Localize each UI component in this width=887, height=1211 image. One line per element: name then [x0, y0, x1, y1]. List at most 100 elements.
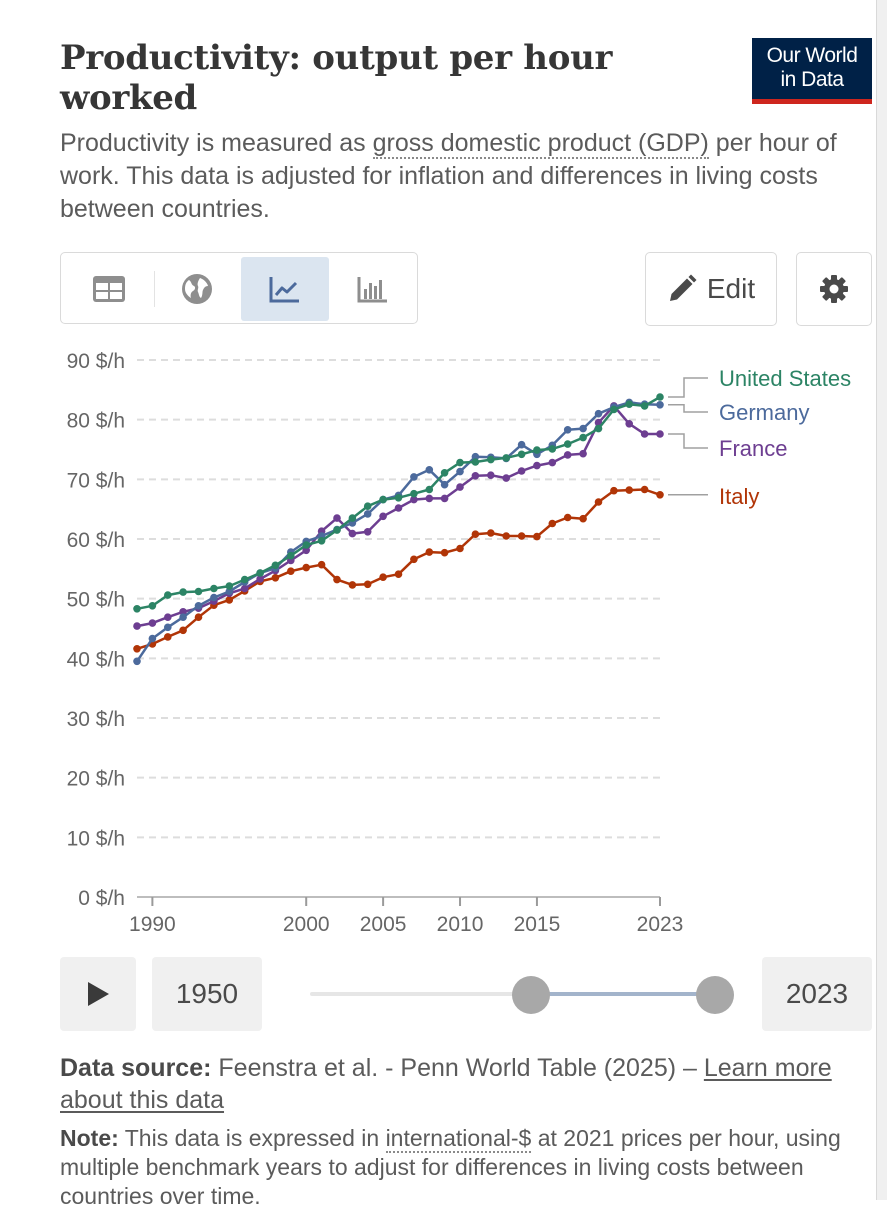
data-point-italy	[594, 498, 603, 506]
data-point-united-states	[225, 582, 234, 590]
data-point-united-states	[179, 588, 187, 596]
timeline-selected-range	[531, 992, 715, 996]
data-point-italy	[533, 532, 541, 541]
data-point-france	[256, 575, 264, 583]
data-point-united-states	[302, 541, 311, 549]
data-point-italy	[225, 596, 234, 604]
data-point-germany	[594, 409, 603, 418]
legend-connector-united-states	[668, 377, 708, 398]
data-point-france	[517, 467, 526, 475]
data-point-italy	[410, 555, 418, 564]
data-point-france	[164, 613, 172, 621]
table-icon	[93, 276, 125, 302]
tab-map[interactable]	[153, 257, 241, 321]
edit-button[interactable]: Edit	[645, 252, 777, 326]
learn-more-link[interactable]: Learn more about this data	[60, 1054, 832, 1114]
chart-view-tabs	[60, 252, 418, 324]
play-button[interactable]	[60, 957, 136, 1031]
x-tick-label: 2000	[283, 913, 330, 936]
data-point-united-states	[579, 433, 587, 442]
timeline-start-year[interactable]: 1950	[152, 957, 262, 1031]
legend-label-germany: Germany	[719, 400, 809, 425]
data-point-france	[348, 529, 357, 538]
gdp-definition-link[interactable]: gross domestic product (GDP)	[372, 129, 709, 159]
legend-connector-germany	[668, 404, 708, 413]
data-point-italy	[656, 491, 664, 499]
x-tick-label: 2015	[514, 913, 561, 936]
data-point-united-states	[517, 450, 526, 459]
data-point-italy	[133, 645, 141, 653]
data-point-united-states	[287, 551, 295, 560]
international-dollar-link[interactable]: international-$	[385, 1125, 532, 1153]
settings-button[interactable]	[796, 252, 872, 326]
data-point-italy	[487, 529, 495, 537]
data-point-italy	[563, 513, 572, 522]
tab-divider	[154, 271, 155, 307]
data-point-france	[456, 483, 464, 491]
data-point-united-states	[271, 561, 280, 570]
series-line-italy	[136, 488, 661, 650]
tab-table[interactable]	[65, 257, 153, 321]
data-point-italy	[456, 544, 464, 553]
data-point-united-states	[594, 424, 603, 433]
tab-line-chart[interactable]	[241, 257, 329, 321]
x-tick-label: 1990	[129, 913, 176, 936]
data-point-united-states	[456, 458, 464, 467]
timeline-start-handle[interactable]	[512, 976, 550, 1014]
play-icon	[88, 982, 109, 1006]
data-point-italy	[517, 532, 526, 540]
chart-title: Productivity: output per hour worked	[60, 38, 613, 118]
data-point-italy	[164, 633, 172, 641]
y-tick-label: 50 $/h	[67, 589, 125, 612]
pencil-icon	[669, 274, 697, 301]
data-point-united-states	[394, 494, 403, 502]
data-point-france	[548, 458, 557, 467]
owid-logo[interactable]: Our World in Data	[752, 38, 872, 104]
y-tick-label: 0 $/h	[78, 887, 125, 910]
data-point-france	[425, 494, 434, 503]
data-point-united-states	[194, 587, 203, 596]
data-point-italy	[394, 570, 403, 578]
tab-bar-chart[interactable]	[329, 257, 417, 321]
data-point-france	[133, 622, 141, 630]
data-point-united-states	[640, 402, 649, 410]
data-point-united-states	[379, 495, 387, 504]
data-point-italy	[348, 581, 357, 589]
data-point-italy	[379, 573, 387, 581]
data-point-united-states	[410, 489, 418, 498]
data-point-france	[656, 430, 664, 438]
data-point-germany	[456, 467, 464, 476]
y-tick-label: 30 $/h	[67, 708, 125, 731]
timeline-end-handle[interactable]	[696, 976, 734, 1014]
data-point-germany	[179, 613, 187, 621]
timeline-end-year[interactable]: 2023	[762, 957, 872, 1031]
data-point-germany	[563, 426, 572, 434]
data-point-italy	[179, 626, 187, 635]
data-point-italy	[287, 567, 295, 575]
data-point-france	[579, 449, 587, 458]
data-point-italy	[194, 613, 203, 621]
data-point-italy	[610, 486, 618, 495]
data-point-france	[363, 528, 372, 536]
data-point-italy	[333, 575, 341, 584]
data-point-united-states	[164, 591, 172, 599]
data-point-united-states	[133, 605, 141, 613]
x-tick-label: 2010	[437, 913, 484, 936]
data-point-italy	[317, 560, 326, 569]
data-point-france	[302, 546, 311, 555]
data-point-france	[533, 461, 541, 470]
data-point-united-states	[610, 405, 618, 414]
subtitle-prefix: Productivity is measured as	[60, 129, 373, 157]
data-point-italy	[548, 519, 557, 528]
data-point-italy	[302, 563, 311, 572]
data-point-united-states	[548, 445, 557, 453]
note-label: Note:	[60, 1125, 119, 1151]
data-point-united-states	[656, 393, 664, 401]
data-point-united-states	[240, 575, 249, 584]
data-point-germany	[517, 440, 526, 449]
data-point-germany	[148, 634, 157, 643]
data-point-united-states	[625, 400, 633, 408]
logo-line-2: in Data	[780, 68, 844, 91]
legend-label-italy: Italy	[719, 484, 759, 509]
data-point-united-states	[471, 458, 480, 466]
